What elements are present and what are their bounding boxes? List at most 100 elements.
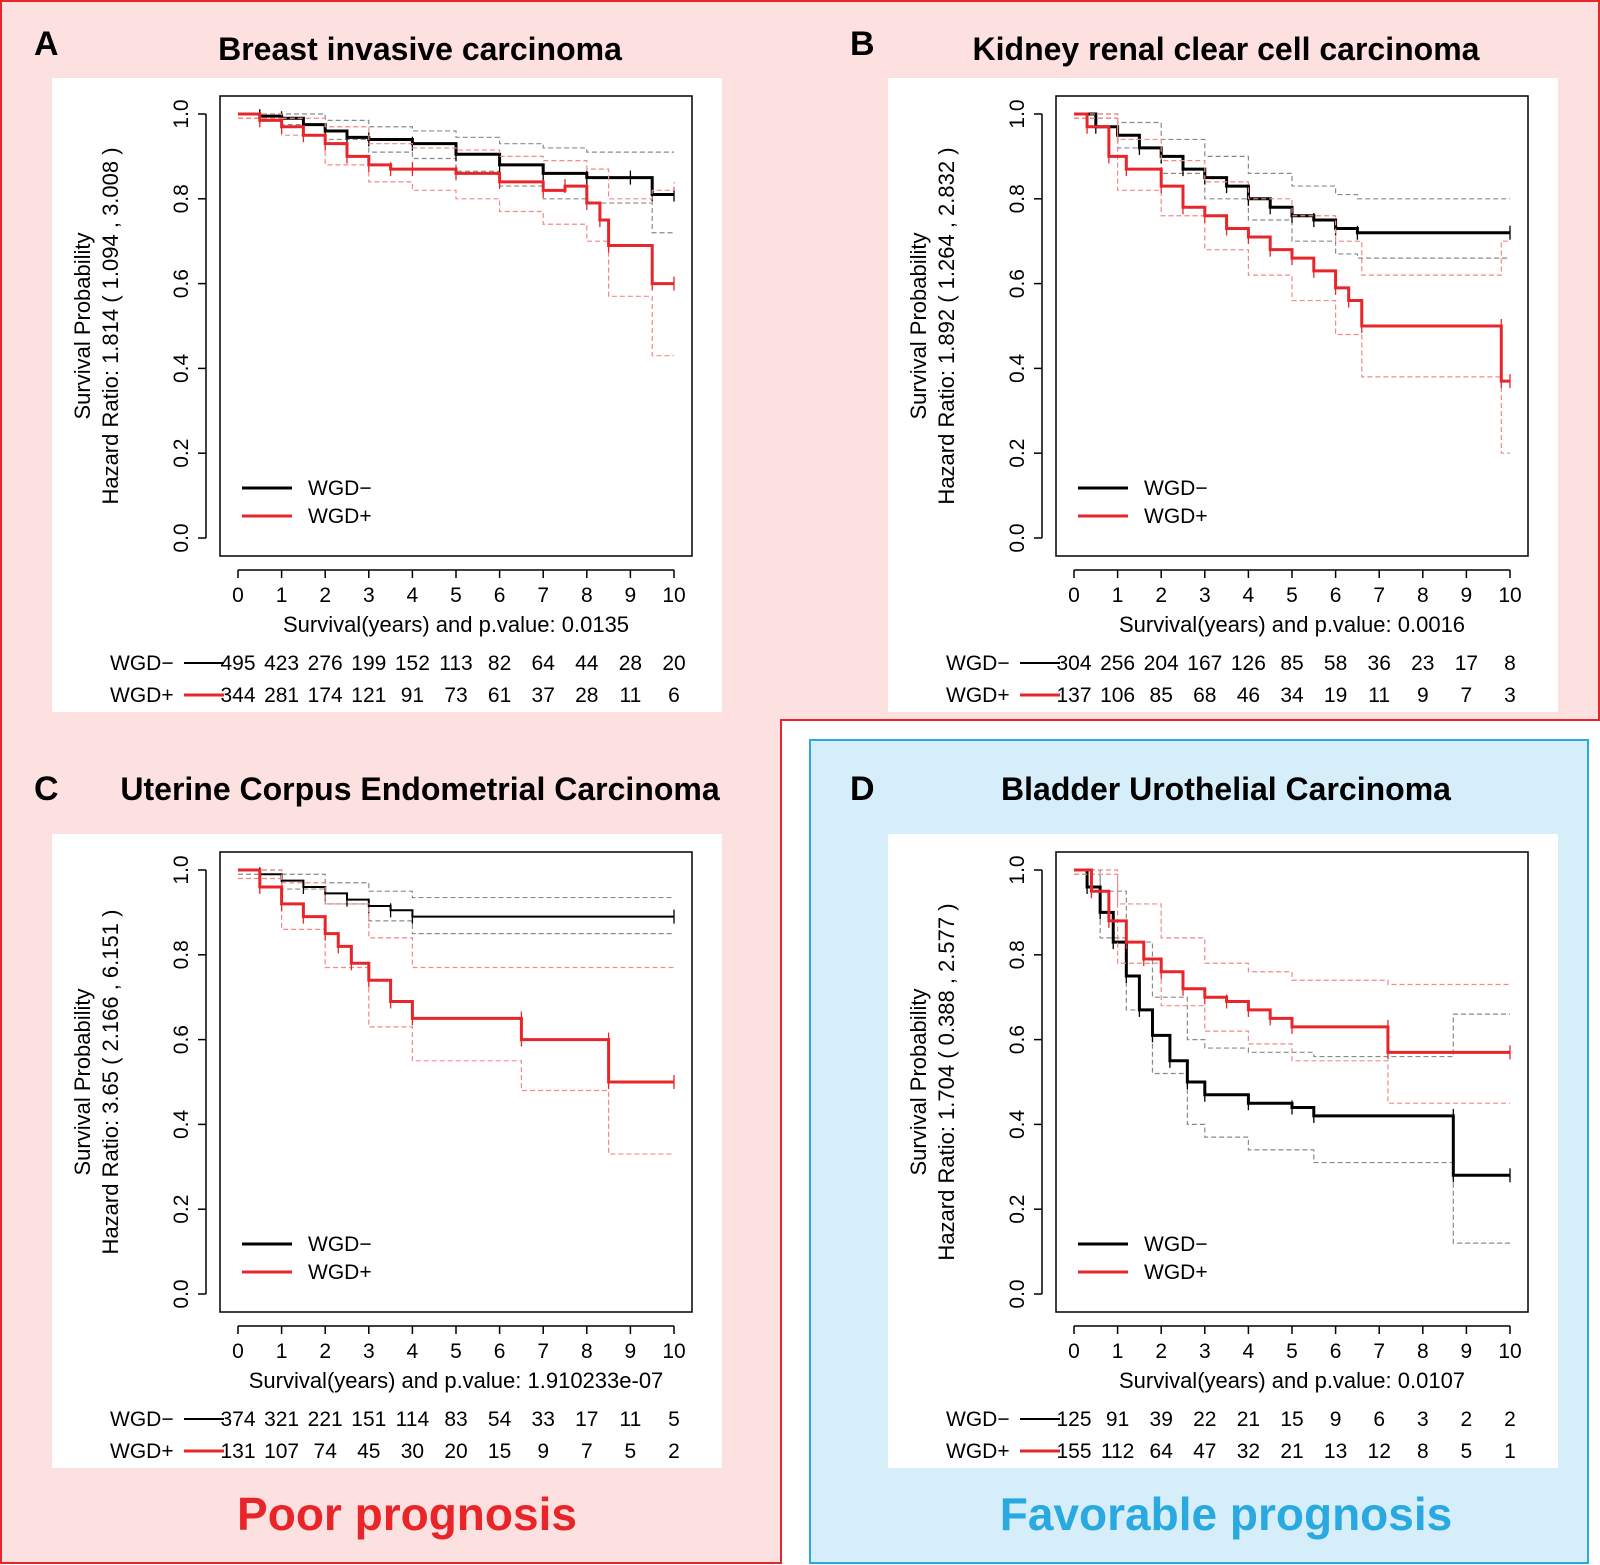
risk-count-pos: 11 bbox=[619, 684, 641, 707]
risk-count-pos: 174 bbox=[308, 684, 343, 707]
ci-upper-line bbox=[1074, 113, 1510, 276]
risk-count-pos: 28 bbox=[575, 684, 598, 707]
risk-count-neg: 17 bbox=[575, 1408, 598, 1431]
panel-title: Uterine Corpus Endometrial Carcinoma bbox=[120, 771, 719, 807]
y-axis-label: Survival Probability bbox=[906, 232, 931, 419]
risk-count-pos: 91 bbox=[401, 684, 424, 707]
risk-count-pos: 47 bbox=[1193, 1440, 1216, 1463]
favorable-prognosis-label: Favorable prognosis bbox=[1000, 1488, 1452, 1540]
risk-count-neg: 33 bbox=[532, 1408, 555, 1431]
risk-count-neg: 58 bbox=[1324, 652, 1347, 675]
x-tick-label: 9 bbox=[1461, 584, 1473, 607]
x-tick-label: 8 bbox=[581, 1340, 593, 1363]
ci-upper-line bbox=[1074, 869, 1510, 986]
x-tick-label: 2 bbox=[1155, 584, 1167, 607]
panel-letter: A bbox=[34, 25, 59, 63]
y-tick-label: 0.6 bbox=[170, 1025, 193, 1054]
series-wgd-pos bbox=[238, 112, 675, 357]
series-wgd-pos bbox=[1074, 868, 1511, 1104]
risk-count-pos: 344 bbox=[220, 684, 255, 707]
x-tick-label: 7 bbox=[537, 584, 549, 607]
hazard-ratio-label: Hazard Ratio: 1.892 ( 1.264 , 2.832 ) bbox=[934, 147, 959, 504]
risk-count-pos: 20 bbox=[444, 1440, 467, 1463]
risk-count-pos: 68 bbox=[1193, 684, 1216, 707]
x-tick-label: 1 bbox=[276, 1340, 288, 1363]
risk-row-label-pos: WGD+ bbox=[946, 684, 1010, 707]
risk-count-neg: 151 bbox=[351, 1408, 386, 1431]
risk-count-pos: 9 bbox=[537, 1440, 549, 1463]
risk-count-neg: 204 bbox=[1144, 652, 1179, 675]
risk-count-neg: 28 bbox=[619, 652, 642, 675]
risk-count-pos: 131 bbox=[220, 1440, 255, 1463]
risk-count-neg: 114 bbox=[396, 1408, 430, 1431]
risk-count-pos: 73 bbox=[444, 684, 467, 707]
x-tick-label: 4 bbox=[1243, 1340, 1255, 1363]
risk-count-neg: 8 bbox=[1504, 652, 1516, 675]
risk-count-neg: 44 bbox=[575, 652, 599, 675]
y-tick-label: 0.2 bbox=[170, 439, 193, 468]
plot-card bbox=[888, 78, 1558, 712]
risk-count-neg: 276 bbox=[308, 652, 343, 675]
risk-count-pos: 21 bbox=[1280, 1440, 1303, 1463]
ci-upper-line bbox=[1074, 113, 1510, 200]
survival-curve bbox=[238, 869, 674, 918]
panel-title: Kidney renal clear cell carcinoma bbox=[973, 31, 1480, 67]
risk-count-pos: 85 bbox=[1150, 684, 1173, 707]
x-tick-label: 1 bbox=[1112, 1340, 1124, 1363]
risk-count-neg: 64 bbox=[532, 652, 556, 675]
y-tick-label: 1.0 bbox=[1006, 855, 1029, 884]
y-tick-label: 0.4 bbox=[170, 1109, 193, 1139]
legend-label: WGD+ bbox=[1144, 505, 1208, 528]
x-tick-label: 7 bbox=[1373, 1340, 1385, 1363]
risk-row-label-pos: WGD+ bbox=[946, 1440, 1010, 1463]
risk-count-neg: 20 bbox=[662, 652, 685, 675]
risk-count-neg: 91 bbox=[1106, 1408, 1129, 1431]
ci-lower-line bbox=[238, 117, 674, 357]
x-tick-label: 1 bbox=[1112, 584, 1124, 607]
risk-count-neg: 36 bbox=[1368, 652, 1391, 675]
risk-count-pos: 2 bbox=[668, 1440, 680, 1463]
risk-count-neg: 6 bbox=[1373, 1408, 1385, 1431]
x-axis-label: Survival(years) and p.value: 0.0135 bbox=[283, 612, 629, 637]
legend-label: WGD+ bbox=[308, 505, 372, 528]
risk-count-neg: 23 bbox=[1411, 652, 1434, 675]
legend-label: WGD− bbox=[1144, 1233, 1208, 1256]
y-tick-label: 0.6 bbox=[170, 269, 193, 298]
y-tick-label: 0.8 bbox=[170, 940, 193, 969]
x-tick-label: 0 bbox=[232, 584, 244, 607]
risk-count-neg: 304 bbox=[1056, 652, 1091, 675]
risk-count-neg: 22 bbox=[1193, 1408, 1216, 1431]
hazard-ratio-label: Hazard Ratio: 1.704 ( 0.388 , 2.577 ) bbox=[934, 903, 959, 1260]
y-tick-label: 1.0 bbox=[1006, 99, 1029, 128]
plot-frame bbox=[1055, 95, 1529, 557]
risk-count-neg: 2 bbox=[1461, 1408, 1473, 1431]
risk-row-label-neg: WGD− bbox=[946, 1408, 1010, 1431]
x-tick-label: 3 bbox=[363, 584, 375, 607]
plot-card bbox=[52, 834, 722, 1468]
risk-count-neg: 17 bbox=[1455, 652, 1478, 675]
risk-count-pos: 281 bbox=[264, 684, 299, 707]
risk-count-neg: 199 bbox=[351, 652, 386, 675]
x-tick-label: 0 bbox=[232, 1340, 244, 1363]
risk-count-neg: 126 bbox=[1231, 652, 1266, 675]
risk-row-label-neg: WGD− bbox=[110, 1408, 174, 1431]
x-tick-label: 3 bbox=[1199, 1340, 1211, 1363]
risk-count-neg: 3 bbox=[1417, 1408, 1429, 1431]
risk-count-neg: 256 bbox=[1100, 652, 1135, 675]
y-tick-label: 0.0 bbox=[170, 523, 193, 552]
ci-lower-line bbox=[1074, 873, 1510, 1104]
legend-label: WGD− bbox=[308, 1233, 372, 1256]
x-tick-label: 0 bbox=[1068, 1340, 1080, 1363]
series-wgd-neg bbox=[1074, 868, 1511, 1244]
hazard-ratio-label: Hazard Ratio: 3.65 ( 2.166 , 6.151 ) bbox=[98, 910, 123, 1255]
risk-count-neg: 321 bbox=[264, 1408, 299, 1431]
risk-count-pos: 15 bbox=[488, 1440, 511, 1463]
risk-count-pos: 8 bbox=[1417, 1440, 1429, 1463]
plot-frame bbox=[219, 851, 693, 1313]
risk-count-pos: 112 bbox=[1101, 1440, 1134, 1463]
x-axis-label: Survival(years) and p.value: 1.910233e-0… bbox=[249, 1368, 664, 1393]
risk-count-pos: 7 bbox=[1461, 684, 1473, 707]
ci-upper-line bbox=[238, 869, 674, 899]
y-tick-label: 0.8 bbox=[1006, 184, 1029, 213]
